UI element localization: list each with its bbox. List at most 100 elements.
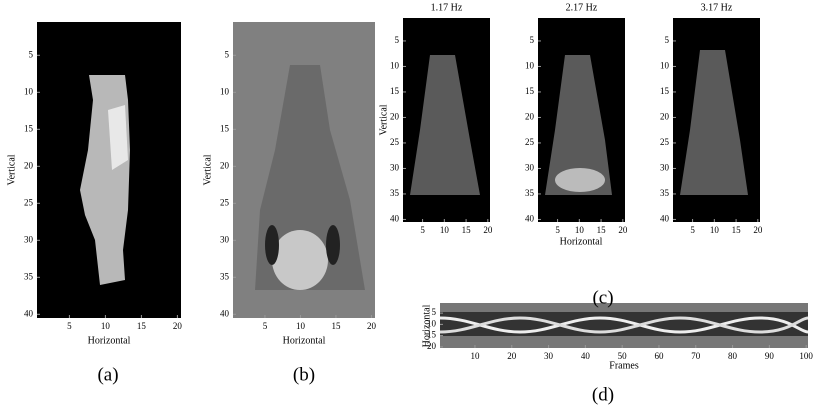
- x-tick-label: 20: [173, 321, 183, 331]
- silhouette-highlight: [555, 168, 605, 192]
- y-tick-label: 40: [660, 214, 670, 224]
- silhouette: [680, 50, 748, 195]
- y-tick-label: 25: [525, 137, 535, 147]
- x-tick-label: 20: [483, 225, 493, 235]
- x-tick-label: 20: [753, 225, 763, 235]
- x-tick-label: 100: [799, 351, 813, 361]
- x-tick-label: 10: [575, 225, 585, 235]
- subplot-title: 1.17 Hz: [431, 2, 463, 13]
- y-tick-label: 5: [29, 49, 34, 59]
- y-tick-label: 15: [427, 330, 437, 340]
- y-tick-label: 35: [390, 188, 400, 198]
- y-tick-label: 10: [427, 318, 437, 328]
- silhouette-shadow: [326, 225, 340, 265]
- y-tick-label: 35: [24, 271, 34, 281]
- y-tick-label: 25: [660, 137, 670, 147]
- y-tick-label: 15: [24, 123, 34, 133]
- x-axis-label: Frames: [609, 360, 639, 371]
- x-tick-label: 70: [691, 351, 701, 361]
- y-tick-label: 15: [660, 86, 670, 96]
- y-tick-label: 35: [525, 188, 535, 198]
- x-tick-label: 5: [67, 321, 72, 331]
- y-tick-label: 20: [390, 112, 400, 122]
- y-tick-label: 40: [390, 214, 400, 224]
- y-tick-label: 30: [390, 163, 400, 173]
- y-tick-label: 5: [665, 35, 670, 45]
- x-tick-label: 15: [331, 321, 341, 331]
- x-tick-label: 10: [101, 321, 111, 331]
- x-tick-label: 10: [710, 225, 720, 235]
- silhouette: [545, 55, 612, 195]
- x-tick-label: 40: [581, 351, 591, 361]
- y-axis-label: Vertical: [6, 154, 17, 185]
- x-tick-label: 15: [597, 225, 607, 235]
- y-tick-label: 20: [220, 160, 230, 170]
- y-tick-label: 10: [220, 86, 230, 96]
- x-tick-label: 5: [555, 225, 560, 235]
- y-axis-label: Vertical: [202, 154, 213, 185]
- x-tick-label: 5: [263, 321, 268, 331]
- y-tick-label: 15: [525, 86, 535, 96]
- y-tick-label: 5: [225, 49, 230, 59]
- trace: [439, 316, 809, 334]
- x-tick-label: 30: [544, 351, 554, 361]
- y-tick-label: 25: [220, 197, 230, 207]
- caption: (b): [293, 364, 315, 385]
- trace: [439, 316, 809, 334]
- y-tick-label: 40: [220, 308, 230, 318]
- x-tick-label: 80: [728, 351, 738, 361]
- y-tick-label: 30: [660, 163, 670, 173]
- y-tick-label: 10: [660, 61, 670, 71]
- y-tick-label: 5: [432, 307, 437, 317]
- y-axis-label: Vertical: [378, 104, 389, 135]
- x-tick-label: 90: [765, 351, 775, 361]
- y-tick-label: 20: [24, 160, 34, 170]
- y-tick-label: 25: [390, 137, 400, 147]
- x-tick-label: 60: [654, 351, 664, 361]
- y-tick-label: 35: [660, 188, 670, 198]
- y-tick-label: 40: [525, 214, 535, 224]
- y-tick-label: 10: [525, 61, 535, 71]
- x-tick-label: 50: [618, 351, 628, 361]
- x-tick-label: 20: [367, 321, 377, 331]
- y-tick-label: 30: [525, 163, 535, 173]
- caption: (d): [592, 384, 614, 405]
- y-tick-label: 30: [24, 234, 34, 244]
- x-tick-label: 10: [440, 225, 450, 235]
- y-tick-label: 15: [220, 123, 230, 133]
- y-tick-label: 5: [530, 35, 535, 45]
- x-tick-label: 15: [137, 321, 147, 331]
- x-tick-label: 5: [420, 225, 425, 235]
- y-tick-label: 25: [24, 197, 34, 207]
- x-tick-label: 20: [618, 225, 628, 235]
- silhouette-highlight: [108, 105, 128, 170]
- x-tick-label: 10: [296, 321, 306, 331]
- x-axis-label: Horizontal: [88, 335, 131, 346]
- y-tick-label: 20: [427, 341, 437, 351]
- x-tick-label: 20: [507, 351, 517, 361]
- silhouette-highlight: [272, 230, 328, 290]
- y-tick-label: 15: [390, 86, 400, 96]
- y-tick-label: 30: [220, 234, 230, 244]
- silhouette: [410, 55, 480, 195]
- subplot-title: 2.17 Hz: [566, 2, 598, 13]
- caption: (c): [592, 287, 613, 308]
- x-tick-label: 15: [732, 225, 742, 235]
- x-tick-label: 15: [462, 225, 472, 235]
- y-axis-label: Horizontal: [421, 304, 432, 347]
- y-tick-label: 20: [525, 112, 535, 122]
- caption: (a): [97, 364, 118, 385]
- y-tick-label: 40: [24, 308, 34, 318]
- x-axis-label: Horizontal: [283, 335, 326, 346]
- x-axis-label: Horizontal: [560, 236, 603, 247]
- y-tick-label: 20: [660, 112, 670, 122]
- y-tick-label: 10: [390, 61, 400, 71]
- silhouette-shadow: [265, 225, 279, 265]
- y-tick-label: 5: [395, 35, 400, 45]
- x-tick-label: 10: [470, 351, 480, 361]
- x-tick-label: 5: [690, 225, 695, 235]
- subplot-title: 3.17 Hz: [701, 2, 733, 13]
- y-tick-label: 35: [220, 271, 230, 281]
- y-tick-label: 10: [24, 86, 34, 96]
